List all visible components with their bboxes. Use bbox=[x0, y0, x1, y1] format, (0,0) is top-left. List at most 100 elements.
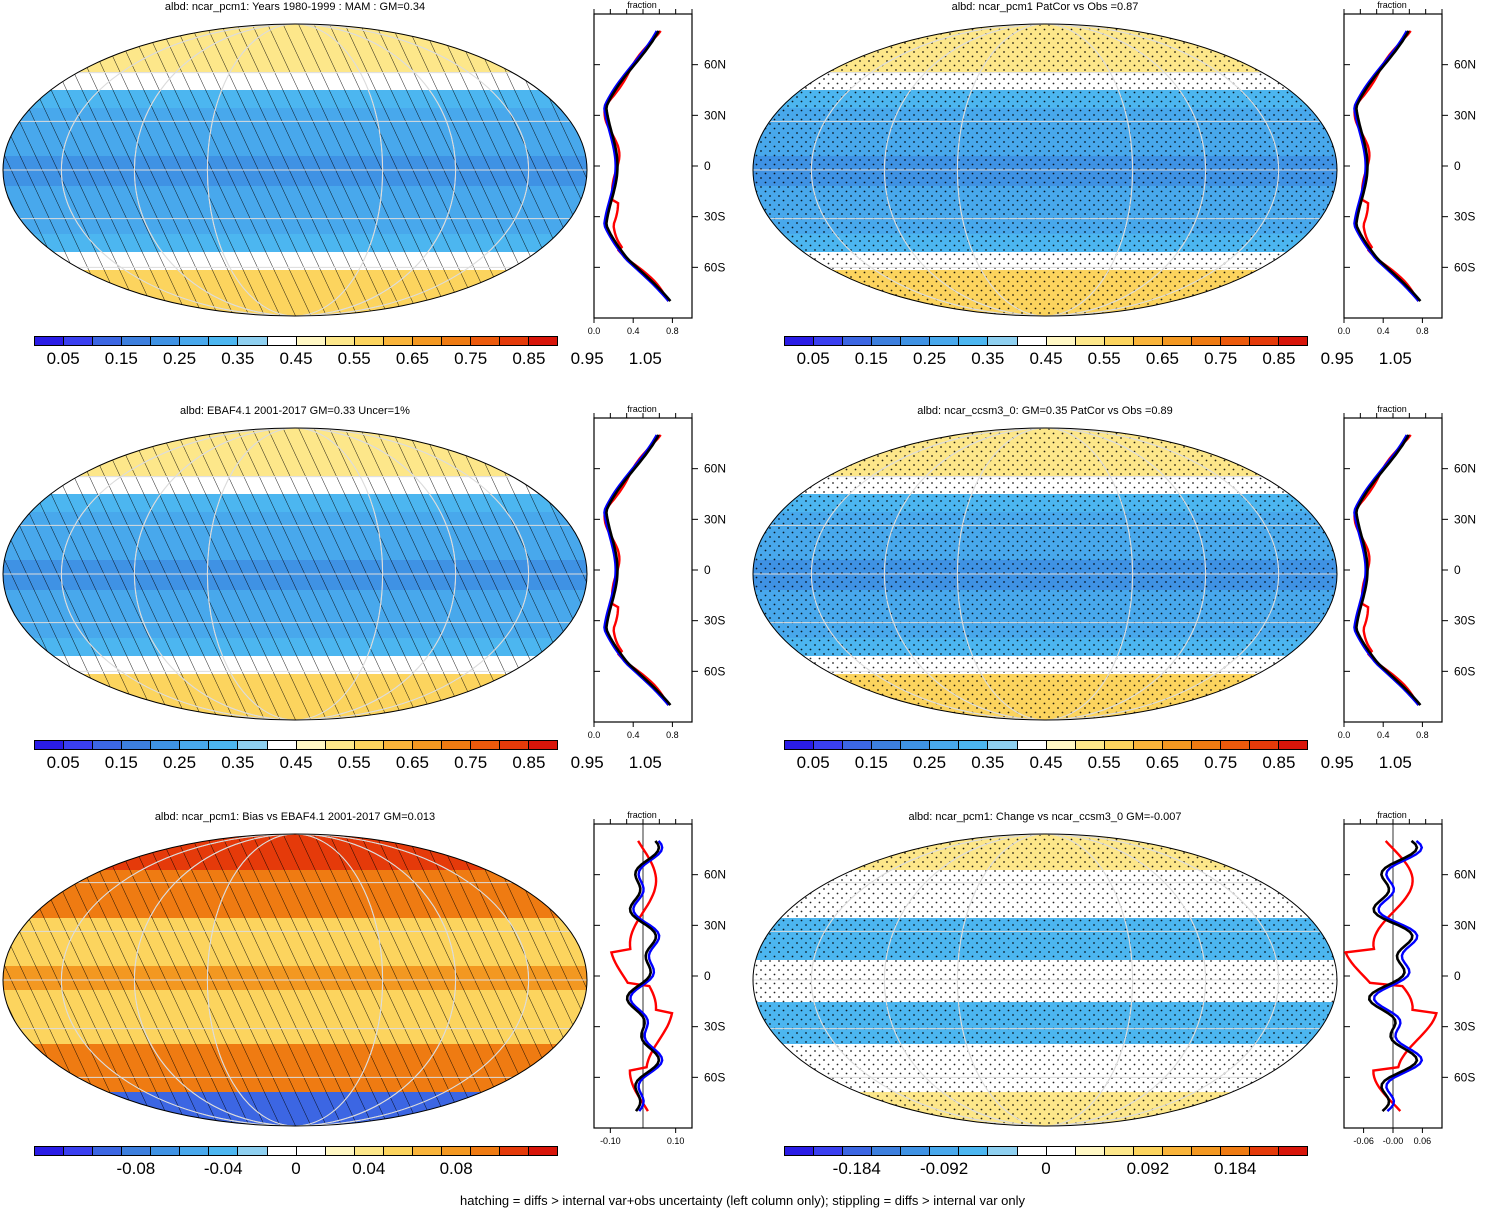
colorbar-swatch bbox=[1250, 1147, 1280, 1155]
colorbar-swatch bbox=[988, 741, 1018, 749]
colorbar-swatch bbox=[785, 337, 815, 345]
map-title: albd: ncar_pcm1: Change vs ncar_ccsm3_0 … bbox=[908, 811, 1182, 823]
latitude-label: 30S bbox=[1454, 210, 1475, 224]
zonal-x-tick-label: -0.00 bbox=[1383, 1136, 1404, 1146]
robinson-map bbox=[2, 833, 588, 1127]
zonal-x-tick-label: 0.8 bbox=[1416, 730, 1429, 740]
colorbar-label: 0.65 bbox=[1145, 349, 1179, 368]
latitude-label: 30S bbox=[1454, 1020, 1475, 1034]
zonal-x-tick-label: 0.8 bbox=[1416, 326, 1429, 336]
latitude-label: 60N bbox=[704, 462, 726, 476]
latitude-label: 30N bbox=[1454, 108, 1476, 122]
colorbar-swatch bbox=[238, 337, 268, 345]
colorbar-label: 0.95 bbox=[570, 349, 604, 368]
colorbar-swatch bbox=[529, 741, 558, 749]
panel-p4: albd: ncar_ccsm3_0: GM=0.35 PatCor vs Ob… bbox=[750, 404, 1485, 808]
zonal-axis-title: fraction bbox=[627, 0, 657, 10]
colorbar-swatch bbox=[1104, 337, 1134, 345]
colorbar-swatch bbox=[500, 741, 530, 749]
colorbar-label: 0 bbox=[291, 1159, 301, 1178]
colorbar-label: 0.08 bbox=[439, 1159, 473, 1178]
zonal-mean-plot: 0.0 0.4 0.8 60N 30N 0 30S 60S bbox=[1338, 9, 1476, 336]
colorbar-swatch bbox=[1046, 741, 1076, 749]
zonal-x-tick-label: 0.0 bbox=[1338, 730, 1351, 740]
colorbar-label: 0.45 bbox=[1029, 349, 1063, 368]
zonal-x-tick-label: 0.8 bbox=[666, 326, 679, 336]
colorbar-swatch bbox=[959, 1147, 989, 1155]
colorbar-swatch bbox=[1046, 1147, 1076, 1155]
latitude-label: 60N bbox=[1454, 462, 1476, 476]
colorbar-swatch bbox=[1279, 741, 1308, 749]
robinson-map bbox=[752, 427, 1338, 721]
colorbar-label: 0.35 bbox=[971, 753, 1005, 772]
colorbar-swatch bbox=[872, 741, 902, 749]
colorbar-swatch bbox=[122, 741, 152, 749]
colorbar-label: 0.05 bbox=[46, 753, 80, 772]
latitude-label: 30N bbox=[1454, 512, 1476, 526]
map-field bbox=[753, 834, 1337, 1126]
latitude-label: 0 bbox=[1454, 563, 1461, 577]
colorbar-label: 0.05 bbox=[796, 349, 830, 368]
colorbar-swatch bbox=[785, 1147, 815, 1155]
colorbar-labels: -0.184 -0.092 0 0.092 0.184 bbox=[784, 1158, 1308, 1180]
colorbar-swatch bbox=[412, 337, 442, 345]
colorbar-label: 0.55 bbox=[1087, 753, 1121, 772]
latitude-label: 30S bbox=[704, 1020, 725, 1034]
colorbar bbox=[34, 1146, 558, 1156]
colorbar-swatch bbox=[151, 337, 181, 345]
colorbar-label: 0.15 bbox=[854, 349, 888, 368]
colorbar-label: 0.55 bbox=[337, 753, 371, 772]
colorbar-label: 0.55 bbox=[337, 349, 371, 368]
zonal-axis-title: fraction bbox=[627, 404, 657, 414]
map-field bbox=[753, 24, 1337, 316]
colorbar-label: -0.184 bbox=[832, 1159, 881, 1178]
map-outline bbox=[2, 427, 588, 721]
colorbar-label: 0.35 bbox=[971, 349, 1005, 368]
map-outline bbox=[752, 833, 1338, 1127]
colorbar-label: 0.15 bbox=[104, 349, 138, 368]
colorbar-swatch bbox=[267, 337, 297, 345]
colorbar-label: 0.25 bbox=[913, 753, 947, 772]
zonal-x-tick-label: -0.06 bbox=[1353, 1136, 1374, 1146]
colorbar-swatch bbox=[35, 741, 65, 749]
colorbar-label: 0.95 bbox=[570, 753, 604, 772]
zonal-profile-model bbox=[605, 30, 672, 302]
colorbar-swatch bbox=[1191, 1147, 1221, 1155]
zonal-axis-title: fraction bbox=[1377, 810, 1407, 820]
colorbar-labels: -0.08 -0.04 0 0.04 0.08 bbox=[34, 1158, 558, 1180]
colorbar-label: 0.85 bbox=[1262, 753, 1296, 772]
colorbar-label: 0.15 bbox=[854, 753, 888, 772]
zonal-x-tick-label: 0.8 bbox=[666, 730, 679, 740]
colorbar-swatch bbox=[1279, 337, 1308, 345]
colorbar-swatch bbox=[988, 1147, 1018, 1155]
colorbar-swatch bbox=[959, 741, 989, 749]
latitude-label: 30N bbox=[704, 512, 726, 526]
colorbar-label: 0.75 bbox=[1204, 349, 1238, 368]
zonal-profile-other bbox=[1372, 839, 1424, 1112]
colorbar bbox=[784, 740, 1308, 750]
colorbar-label: -0.092 bbox=[920, 1159, 969, 1178]
colorbar-swatch bbox=[1133, 1147, 1163, 1155]
zonal-profile-model bbox=[1367, 839, 1419, 1113]
zonal-profile-model bbox=[1355, 434, 1422, 706]
colorbar-swatch bbox=[296, 337, 326, 345]
colorbar-swatch bbox=[122, 337, 152, 345]
colorbar bbox=[784, 336, 1308, 346]
map-outline bbox=[2, 833, 588, 1127]
zonal-x-tick-label: -0.10 bbox=[600, 1136, 621, 1146]
colorbar-swatch bbox=[1046, 337, 1076, 345]
colorbar-swatch bbox=[843, 741, 873, 749]
map-field bbox=[3, 428, 587, 720]
zonal-x-tick-label: 0.4 bbox=[627, 730, 640, 740]
colorbar-label: 0.092 bbox=[1126, 1159, 1170, 1178]
colorbar-swatch bbox=[930, 1147, 960, 1155]
colorbar-swatch bbox=[901, 1147, 931, 1155]
latitude-label: 60N bbox=[1454, 58, 1476, 72]
colorbar-label: 0.95 bbox=[1320, 753, 1354, 772]
zonal-profile-model bbox=[1355, 30, 1422, 302]
colorbar-swatch bbox=[1075, 337, 1105, 345]
colorbar-swatch bbox=[1191, 337, 1221, 345]
colorbar-swatch bbox=[814, 337, 844, 345]
zonal-x-tick-label: 0.4 bbox=[1377, 326, 1390, 336]
colorbar-swatch bbox=[93, 1147, 123, 1155]
